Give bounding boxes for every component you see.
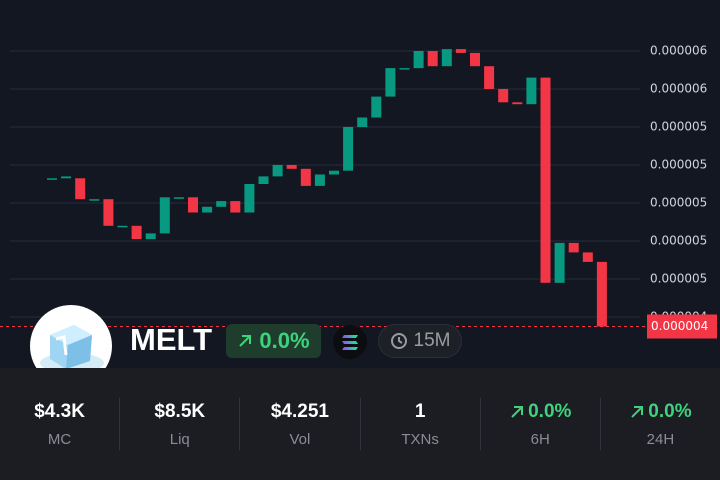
y-tick-label: 0.000006 xyxy=(650,82,707,96)
candle xyxy=(230,201,241,213)
candle xyxy=(441,49,452,67)
candle xyxy=(470,52,480,67)
stat-label: 24H xyxy=(646,430,675,448)
candle xyxy=(399,68,410,70)
stat-label: Liq xyxy=(169,430,190,448)
candle xyxy=(413,51,424,69)
current-price-box xyxy=(647,314,717,339)
candle xyxy=(540,77,551,283)
stat-value: 0.0% xyxy=(648,400,692,422)
candle xyxy=(343,127,354,171)
clock-icon xyxy=(390,333,407,349)
candle xyxy=(498,89,509,103)
stat-item: $8.5K Liq xyxy=(120,398,241,450)
stat-item: $4.3K MC xyxy=(0,398,121,450)
solana-logo xyxy=(342,335,358,350)
candle xyxy=(272,165,283,177)
stat-value: $8.5K xyxy=(154,400,206,422)
stat-value-row: 1 xyxy=(415,401,426,423)
candle xyxy=(188,197,198,213)
y-tick-label: 0.000005 xyxy=(650,272,707,286)
y-tick-label: 0.000005 xyxy=(650,158,707,172)
candle xyxy=(427,51,438,67)
up-arrow xyxy=(511,405,524,418)
stat-item: 0.0% 24H xyxy=(601,398,720,450)
candle xyxy=(526,77,537,105)
candle xyxy=(47,178,57,180)
candle xyxy=(75,178,86,200)
candle xyxy=(258,176,269,184)
candle xyxy=(371,96,382,118)
stat-value: 1 xyxy=(414,400,426,422)
y-tick-label: 0.000005 xyxy=(650,120,707,134)
candle xyxy=(455,49,466,53)
stat-value-row: 0.0% xyxy=(509,401,571,423)
candle xyxy=(568,242,579,253)
current-price-label: 0.000004 xyxy=(651,319,708,333)
logo-art xyxy=(40,325,104,373)
candle xyxy=(286,165,297,169)
timeframe-button[interactable]: 15M xyxy=(378,324,462,358)
candle xyxy=(244,184,255,213)
stat-label: 6H xyxy=(530,430,550,448)
candle xyxy=(89,199,100,201)
price-chart: 0.000006 0.000006 0.000005 0.000005 0.000005… xyxy=(0,44,717,339)
up-arrow xyxy=(239,335,252,347)
stat-item: 0.0% 6H xyxy=(481,398,601,450)
change-value: 0.0% xyxy=(259,328,310,353)
candle xyxy=(131,225,142,240)
candle xyxy=(596,261,607,327)
stat-label: Vol xyxy=(289,430,311,448)
candle xyxy=(329,170,339,175)
candle xyxy=(216,201,227,207)
stat-value: 0.0% xyxy=(528,400,572,422)
candle xyxy=(357,117,368,127)
y-tick-label: 0.000006 xyxy=(650,44,707,58)
stat-value: $4.251 xyxy=(270,400,329,422)
candle xyxy=(300,168,311,186)
candle xyxy=(145,233,156,240)
stat-label: TXNs xyxy=(401,430,439,448)
candle xyxy=(202,206,213,213)
candle xyxy=(582,252,593,262)
candle xyxy=(554,242,565,283)
stat-item: $4.251 Vol xyxy=(240,398,361,450)
candle xyxy=(159,197,170,234)
stat-item: 1 TXNs xyxy=(361,398,481,450)
candle xyxy=(173,197,184,199)
chain-icon xyxy=(333,325,367,359)
candle xyxy=(314,174,325,186)
candle xyxy=(512,102,523,105)
candle xyxy=(117,225,128,228)
candle xyxy=(61,176,72,179)
candle xyxy=(385,68,396,97)
token-name: MELT xyxy=(130,322,213,357)
stat-label: MC xyxy=(47,430,72,448)
stat-value-row: 0.0% xyxy=(629,400,692,423)
stats-bar: $4.3K MC $8.5K Liq $4.251 Vol 1 TXNs 0.0% 6H 0.0% 2… xyxy=(0,368,720,480)
y-tick-label: 0.000005 xyxy=(650,234,707,248)
y-tick-label: 0.000005 xyxy=(650,196,707,210)
stat-value-row: $4.251 xyxy=(271,401,329,423)
change-badge: 0.0% xyxy=(226,324,321,358)
candle xyxy=(484,66,495,89)
stat-value-row: $4.3K xyxy=(34,401,85,423)
timeframe: 15M xyxy=(413,330,451,351)
stat-value-row: $8.5K xyxy=(154,401,205,423)
stat-value: $4.3K xyxy=(34,400,85,422)
up-arrow xyxy=(631,405,644,418)
candle xyxy=(103,199,114,226)
